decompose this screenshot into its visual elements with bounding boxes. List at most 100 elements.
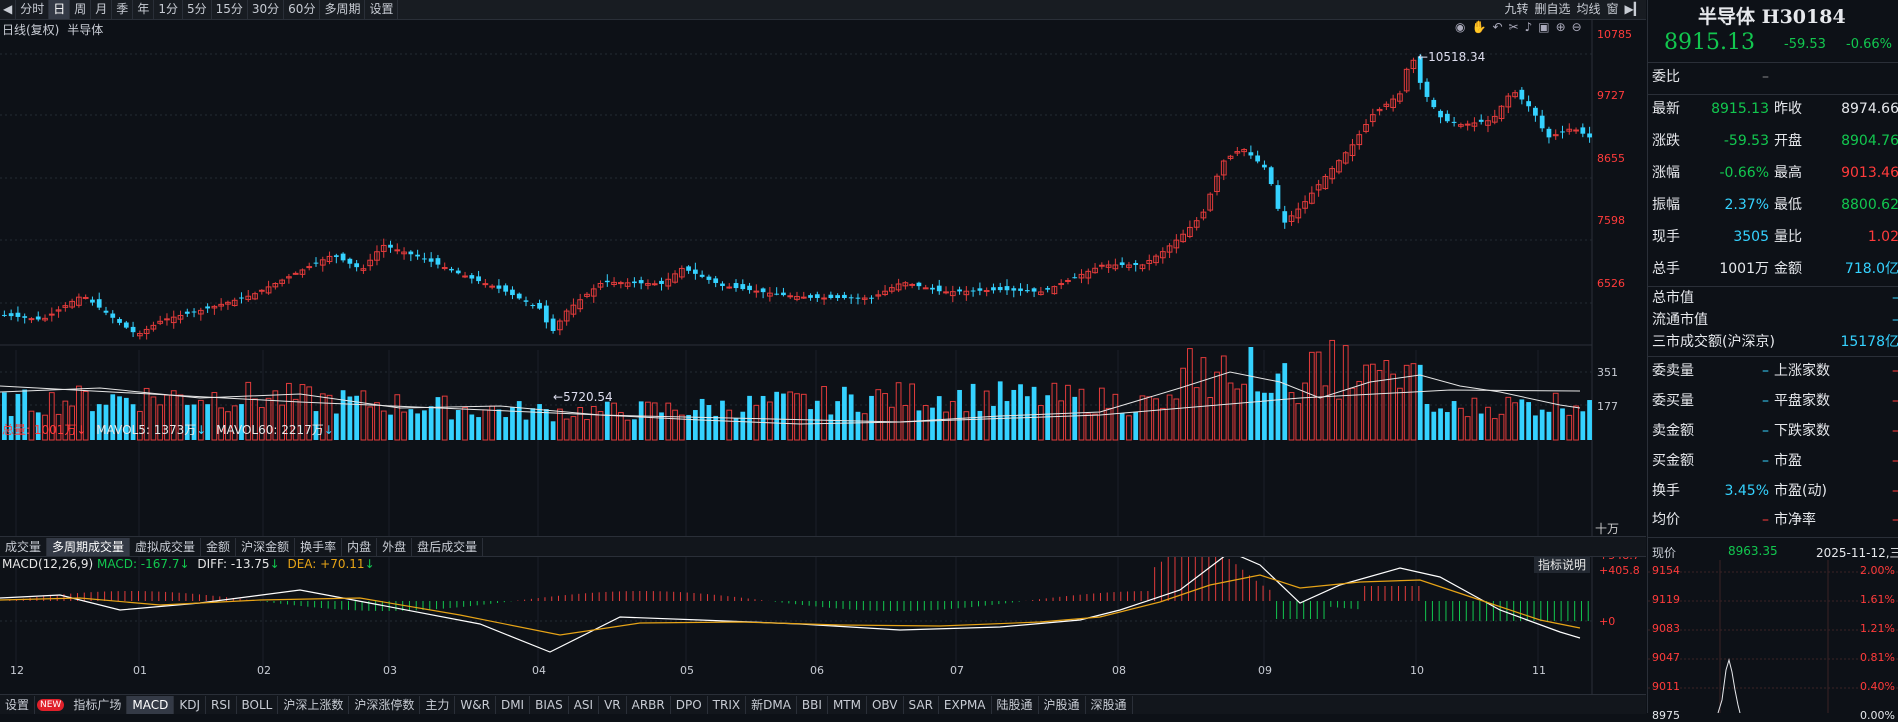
diff-label: DIFF: -13.75 xyxy=(197,557,270,571)
quote-row: 买金额–市盈– xyxy=(1648,448,1898,474)
quote-value: -0.66% xyxy=(1719,165,1769,181)
indicator-tab-11[interactable]: BIAS xyxy=(530,695,569,714)
toolbar-collapse-icon[interactable]: ◀ xyxy=(0,0,17,19)
period-list: 分时日周月季年 1分 5分 15分 30分 60分 多周期 设置 xyxy=(16,0,399,19)
indicator-tab-16[interactable]: TRIX xyxy=(708,695,747,714)
volume-tab-0[interactable]: 成交量 xyxy=(0,537,48,556)
moving-average-button[interactable]: 均线 xyxy=(1576,2,1601,16)
indicator-tab-8[interactable]: 主力 xyxy=(420,695,456,714)
period-tab-11[interactable]: 多周期 xyxy=(320,0,366,19)
period-tab-6[interactable]: 1分 xyxy=(154,0,183,19)
quote-value: 8904.76 xyxy=(1841,133,1898,149)
indicator-tab-0[interactable]: 设置 xyxy=(0,695,36,714)
period-tab-4[interactable]: 季 xyxy=(112,0,134,19)
indicator-tab-24[interactable]: 沪股通 xyxy=(1039,695,1086,714)
zoom-out-icon[interactable]: ⊖ xyxy=(1571,20,1582,34)
month-label: 02 xyxy=(257,664,271,677)
zoom-in-icon[interactable]: ⊕ xyxy=(1555,20,1566,34)
eye-icon[interactable]: ◉ xyxy=(1455,20,1466,34)
quote-label: 下跌家数 xyxy=(1774,423,1830,439)
mini-pct-label: 0.00% xyxy=(1860,709,1895,722)
high-arrow-icon: ← xyxy=(1418,50,1429,64)
period-tab-8[interactable]: 15分 xyxy=(212,0,248,19)
mini-level-label: 8975 xyxy=(1652,709,1680,722)
quote-label: 量比 xyxy=(1774,229,1802,245)
period-tab-7[interactable]: 5分 xyxy=(183,0,212,19)
mini-now-label: 现价 xyxy=(1652,546,1677,560)
indicator-tab-7[interactable]: 沪深涨停数 xyxy=(349,695,421,714)
indicator-tab-17[interactable]: 新DMA xyxy=(746,695,797,714)
quote-title: 半导体 H30184 xyxy=(1698,6,1846,28)
volume-tab-4[interactable]: 沪深金额 xyxy=(236,537,296,556)
mini-pct-label: 1.61% xyxy=(1860,593,1895,606)
month-label: 03 xyxy=(383,664,397,677)
mini-level-label: 9083 xyxy=(1652,622,1680,635)
scissors-icon[interactable]: ✂ xyxy=(1508,20,1519,34)
indicator-tab-5[interactable]: BOLL xyxy=(237,695,279,714)
volume-tab-6[interactable]: 内盘 xyxy=(342,537,378,556)
volume-tab-2[interactable]: 虚拟成交量 xyxy=(130,537,202,556)
jiuzhuan-button[interactable]: 九转 xyxy=(1504,2,1529,16)
quote-value: 718.0亿 xyxy=(1844,261,1898,277)
mini-pct-label: 0.40% xyxy=(1860,680,1895,693)
indicator-tab-25[interactable]: 深股通 xyxy=(1086,695,1133,714)
indicator-tab-22[interactable]: EXPMA xyxy=(939,695,992,714)
period-tab-9[interactable]: 30分 xyxy=(248,0,285,19)
price-axis-label: 9727 xyxy=(1597,89,1625,102)
period-tab-2[interactable]: 周 xyxy=(70,0,92,19)
indicator-tab-23[interactable]: 陆股通 xyxy=(992,695,1039,714)
chart-grid xyxy=(0,20,1593,714)
volume-tab-8[interactable]: 盘后成交量 xyxy=(412,537,484,556)
volume-tab-3[interactable]: 金额 xyxy=(201,537,237,556)
indicator-tab-20[interactable]: OBV xyxy=(867,695,904,714)
indicator-tab-10[interactable]: DMI xyxy=(496,695,531,714)
low-arrow-icon: ← xyxy=(553,390,564,404)
hand-icon[interactable]: ✋ xyxy=(1471,20,1487,34)
indicator-tab-19[interactable]: MTM xyxy=(828,695,867,714)
remove-watchlist-button[interactable]: 删自选 xyxy=(1534,2,1571,16)
mini-intraday-chart[interactable] xyxy=(1648,560,1898,713)
indicator-help-button[interactable]: 指标说明 xyxy=(1534,556,1591,573)
period-tab-0[interactable]: 分时 xyxy=(16,0,50,19)
indicator-tab-9[interactable]: W&R xyxy=(455,695,496,714)
indicator-tab-15[interactable]: DPO xyxy=(671,695,708,714)
lock-icon[interactable]: ▣ xyxy=(1538,20,1550,34)
weibi-row: 委比 – xyxy=(1648,64,1898,90)
indicator-tab-14[interactable]: ARBR xyxy=(627,695,671,714)
expand-panel-icon[interactable]: ▶▎ xyxy=(1624,2,1643,16)
period-tab-3[interactable]: 月 xyxy=(91,0,113,19)
volume-tabs: 成交量 多周期成交量 虚拟成交量 金额 沪深金额 换手率 内盘 外盘 盘后成交量 xyxy=(0,536,1646,557)
indicator-tab-2[interactable]: MACD xyxy=(127,695,175,714)
volume-tab-5[interactable]: 换手率 xyxy=(295,537,343,556)
mini-pct-label: 0.81% xyxy=(1860,651,1895,664)
quote-label: 委买量 xyxy=(1652,393,1694,409)
kline-chart[interactable]: 107859727865575986526351177+548.7+405.8+… xyxy=(0,20,1646,714)
window-button[interactable]: 窗 xyxy=(1606,2,1619,16)
three-mkt-label: 三市成交额(沪深京) xyxy=(1652,334,1775,350)
indicator-tab-3[interactable]: KDJ xyxy=(174,695,206,714)
mkt-total-row: 总市值 – xyxy=(1648,287,1898,309)
indicator-tab-12[interactable]: ASI xyxy=(569,695,600,714)
period-tab-5[interactable]: 年 xyxy=(133,0,155,19)
volume-tab-7[interactable]: 外盘 xyxy=(377,537,413,556)
period-tab-1[interactable]: 日 xyxy=(49,0,71,19)
indicator-tab-6[interactable]: 沪深上涨数 xyxy=(278,695,350,714)
bell-icon[interactable]: ♪ xyxy=(1524,20,1533,34)
quote-label: 最低 xyxy=(1774,197,1802,213)
indicator-tab-13[interactable]: VR xyxy=(599,695,627,714)
indicator-tab-4[interactable]: RSI xyxy=(206,695,237,714)
avg-row: 均价 – 市净率 – xyxy=(1648,507,1898,533)
macd-axis-label: +0 xyxy=(1599,615,1615,628)
period-tab-12[interactable]: 设置 xyxy=(365,0,399,19)
period-tab-10[interactable]: 60分 xyxy=(284,0,321,19)
mini-level-label: 9047 xyxy=(1652,651,1680,664)
undo-icon[interactable]: ↶ xyxy=(1492,20,1503,34)
quote-row: 卖金额–下跌家数– xyxy=(1648,418,1898,444)
high-value: 10518.34 xyxy=(1428,50,1486,64)
volume-tab-1[interactable]: 多周期成交量 xyxy=(47,537,131,556)
indicator-tab-21[interactable]: SAR xyxy=(904,695,939,714)
indicator-tab-1[interactable]: 指标广场 xyxy=(68,695,128,714)
month-label: 01 xyxy=(133,664,147,677)
mini-date: 2025-11-12,三 xyxy=(1816,546,1898,560)
indicator-tab-18[interactable]: BBI xyxy=(797,695,828,714)
